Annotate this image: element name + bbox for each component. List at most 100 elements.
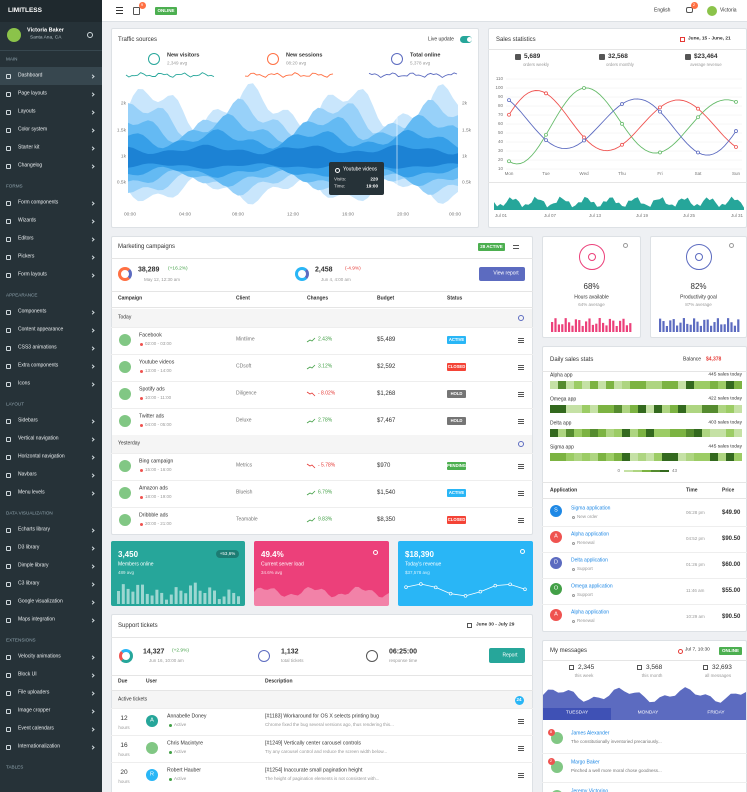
ticket-title: [#1249] Vertically center carousel contr… (265, 740, 362, 747)
nav-item[interactable]: Extra components (18, 362, 59, 369)
campaign-budget: $1,268 (377, 391, 396, 397)
heat-cell (638, 453, 646, 461)
chat-badge-bg (690, 1, 698, 9)
nav-user[interactable]: Victoria (720, 7, 737, 14)
heat-cell (606, 453, 614, 461)
nav-item[interactable]: Changelog (18, 162, 43, 169)
messages-stat-icon (569, 665, 574, 670)
sales-point (620, 102, 624, 106)
tile-sub: 489 avg (118, 569, 135, 575)
traffic-stat-value: 2,349 avg (167, 60, 188, 66)
nav-item[interactable]: Wizards (18, 217, 37, 224)
sales-stat-label: orders monthly (606, 61, 634, 67)
divider (111, 453, 533, 454)
trend-icon (306, 364, 316, 370)
nav-item[interactable]: Maps integration (18, 616, 55, 623)
campaign-avatar (119, 460, 131, 472)
stat-icon (148, 53, 160, 65)
nav-item[interactable]: Horizontal navigation (18, 453, 65, 460)
nav-item[interactable]: Color system (18, 126, 48, 133)
tile-bar (198, 590, 202, 604)
ticket-due-unit: hours (118, 724, 130, 730)
nav-item[interactable]: Layouts (18, 108, 36, 115)
goal-bar (669, 320, 672, 332)
nav-item[interactable]: Components (18, 308, 47, 315)
nav-item[interactable]: Echarts library (18, 526, 50, 533)
nav-item[interactable]: File uploaders (18, 689, 50, 696)
nav-item[interactable]: CSS3 animations (18, 344, 57, 351)
nav-item[interactable]: Page layouts (18, 90, 47, 97)
heat-cell (566, 405, 574, 413)
tile-bar (203, 592, 207, 604)
messages-status-bg (719, 647, 742, 655)
nav-item[interactable]: Icons (18, 380, 30, 387)
nav-item[interactable]: Form layouts (18, 271, 47, 278)
heat-cell (734, 429, 742, 437)
message-avatar (551, 790, 563, 792)
nav-item[interactable]: Image cropper (18, 707, 51, 714)
nav-item[interactable]: Internationalization (18, 743, 60, 750)
summary-date: May 12, 12:30 am (144, 276, 181, 282)
donut (118, 267, 132, 281)
goal-icon-inner (694, 253, 703, 261)
sales-point (582, 135, 586, 140)
nav-icon (6, 345, 11, 351)
nav-item[interactable]: Editors (18, 235, 34, 242)
nav-item[interactable]: Navbars (18, 471, 37, 478)
language[interactable]: English (654, 7, 671, 14)
nav-item[interactable]: Content appearance (18, 326, 64, 333)
view-report-button[interactable] (479, 267, 525, 281)
nav-item[interactable]: Starter kit (18, 144, 40, 151)
nav-avatar (707, 6, 717, 16)
nav-item[interactable]: Velocity animations (18, 653, 61, 660)
row-menu-line (518, 419, 524, 420)
nav-item[interactable]: Dimple library (18, 562, 49, 569)
sales-point (507, 159, 511, 164)
group-icon (518, 441, 524, 447)
campaign-client: Metrics (236, 462, 253, 469)
tickets-group: Active tickets (118, 696, 148, 703)
ticket-initial: R (150, 771, 154, 778)
nav-item[interactable]: Dashboard (18, 72, 43, 79)
campaign-status: HOLD (450, 417, 463, 423)
app-name: Alpha app (550, 372, 573, 379)
heat-cell (574, 405, 582, 413)
report-button[interactable] (489, 648, 525, 663)
ticket-due: 20 (120, 768, 128, 776)
heat-cell (718, 453, 726, 461)
brand-bar (0, 0, 102, 22)
nav-item[interactable]: C3 library (18, 580, 40, 587)
nav-item[interactable]: Form components (18, 199, 59, 206)
heat-cell (638, 381, 646, 389)
nav-item[interactable]: D3 library (18, 544, 40, 551)
tickets-main-date: Jun 16, 10:00 am (149, 657, 184, 663)
day-tab[interactable]: FRIDAY (707, 710, 725, 716)
nav-item[interactable]: Event calendars (18, 725, 54, 732)
tile-bar (136, 584, 140, 604)
nav-icon (6, 726, 11, 732)
nav-item[interactable]: Vertical navigation (18, 435, 59, 442)
nav-item[interactable]: Pickers (18, 253, 35, 260)
divider (542, 526, 747, 527)
time-dot (139, 396, 143, 400)
heat-cell (662, 405, 670, 413)
campaign-client: Blueish (236, 489, 253, 496)
menu-icon-line (116, 13, 123, 14)
day-tab[interactable]: MONDAY (637, 710, 659, 716)
ticket-desc: The height of pagination elements is not… (265, 775, 380, 781)
time-dot (139, 495, 143, 499)
table-header: Price (722, 487, 735, 494)
nav-item[interactable]: Menu levels (18, 489, 45, 496)
nav-item[interactable]: Google visualization (18, 598, 63, 605)
day-tab[interactable]: TUESDAY (565, 710, 589, 716)
view-report[interactable]: View report (493, 270, 519, 277)
table-header: Description (265, 678, 293, 685)
ticket-desc: Chrome fixed the bug several versions ag… (265, 721, 394, 727)
nav-item[interactable]: Block UI (18, 671, 37, 678)
nav-item[interactable]: Sidebars (18, 417, 38, 424)
campaign-change: - 5.78% (318, 462, 336, 469)
report[interactable]: Report (502, 652, 518, 658)
heat-cell (726, 429, 734, 437)
campaign-time: 02:00 - 03:00 (145, 340, 172, 346)
sales-point (620, 121, 624, 126)
